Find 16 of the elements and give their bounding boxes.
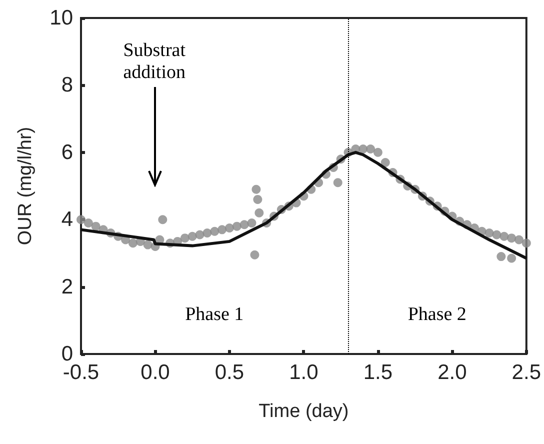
annotation: Phase 2 [408, 304, 466, 326]
y-axis-title: OUR (mg/l/hr) [15, 126, 36, 246]
y-tick-label: 4 [61, 208, 74, 232]
y-tick-label: 8 [61, 74, 73, 97]
annotation: Phase 1 [185, 304, 244, 326]
annotation: Substrat addition [123, 40, 186, 84]
x-tick-label: 2.5 [512, 361, 542, 384]
y-tick-label: 6 [61, 140, 73, 164]
x-tick-label: 0.5 [214, 361, 244, 384]
x-tick-label: 0.0 [140, 361, 170, 384]
x-tick-label: 1.5 [363, 361, 393, 384]
y-tick-label: 2 [61, 275, 73, 298]
x-tick-label: 1.0 [289, 361, 318, 384]
x-axis-title: Time (day) [258, 401, 349, 422]
x-tick-label: 2.0 [438, 361, 467, 384]
y-tick-label: 10 [50, 6, 73, 30]
